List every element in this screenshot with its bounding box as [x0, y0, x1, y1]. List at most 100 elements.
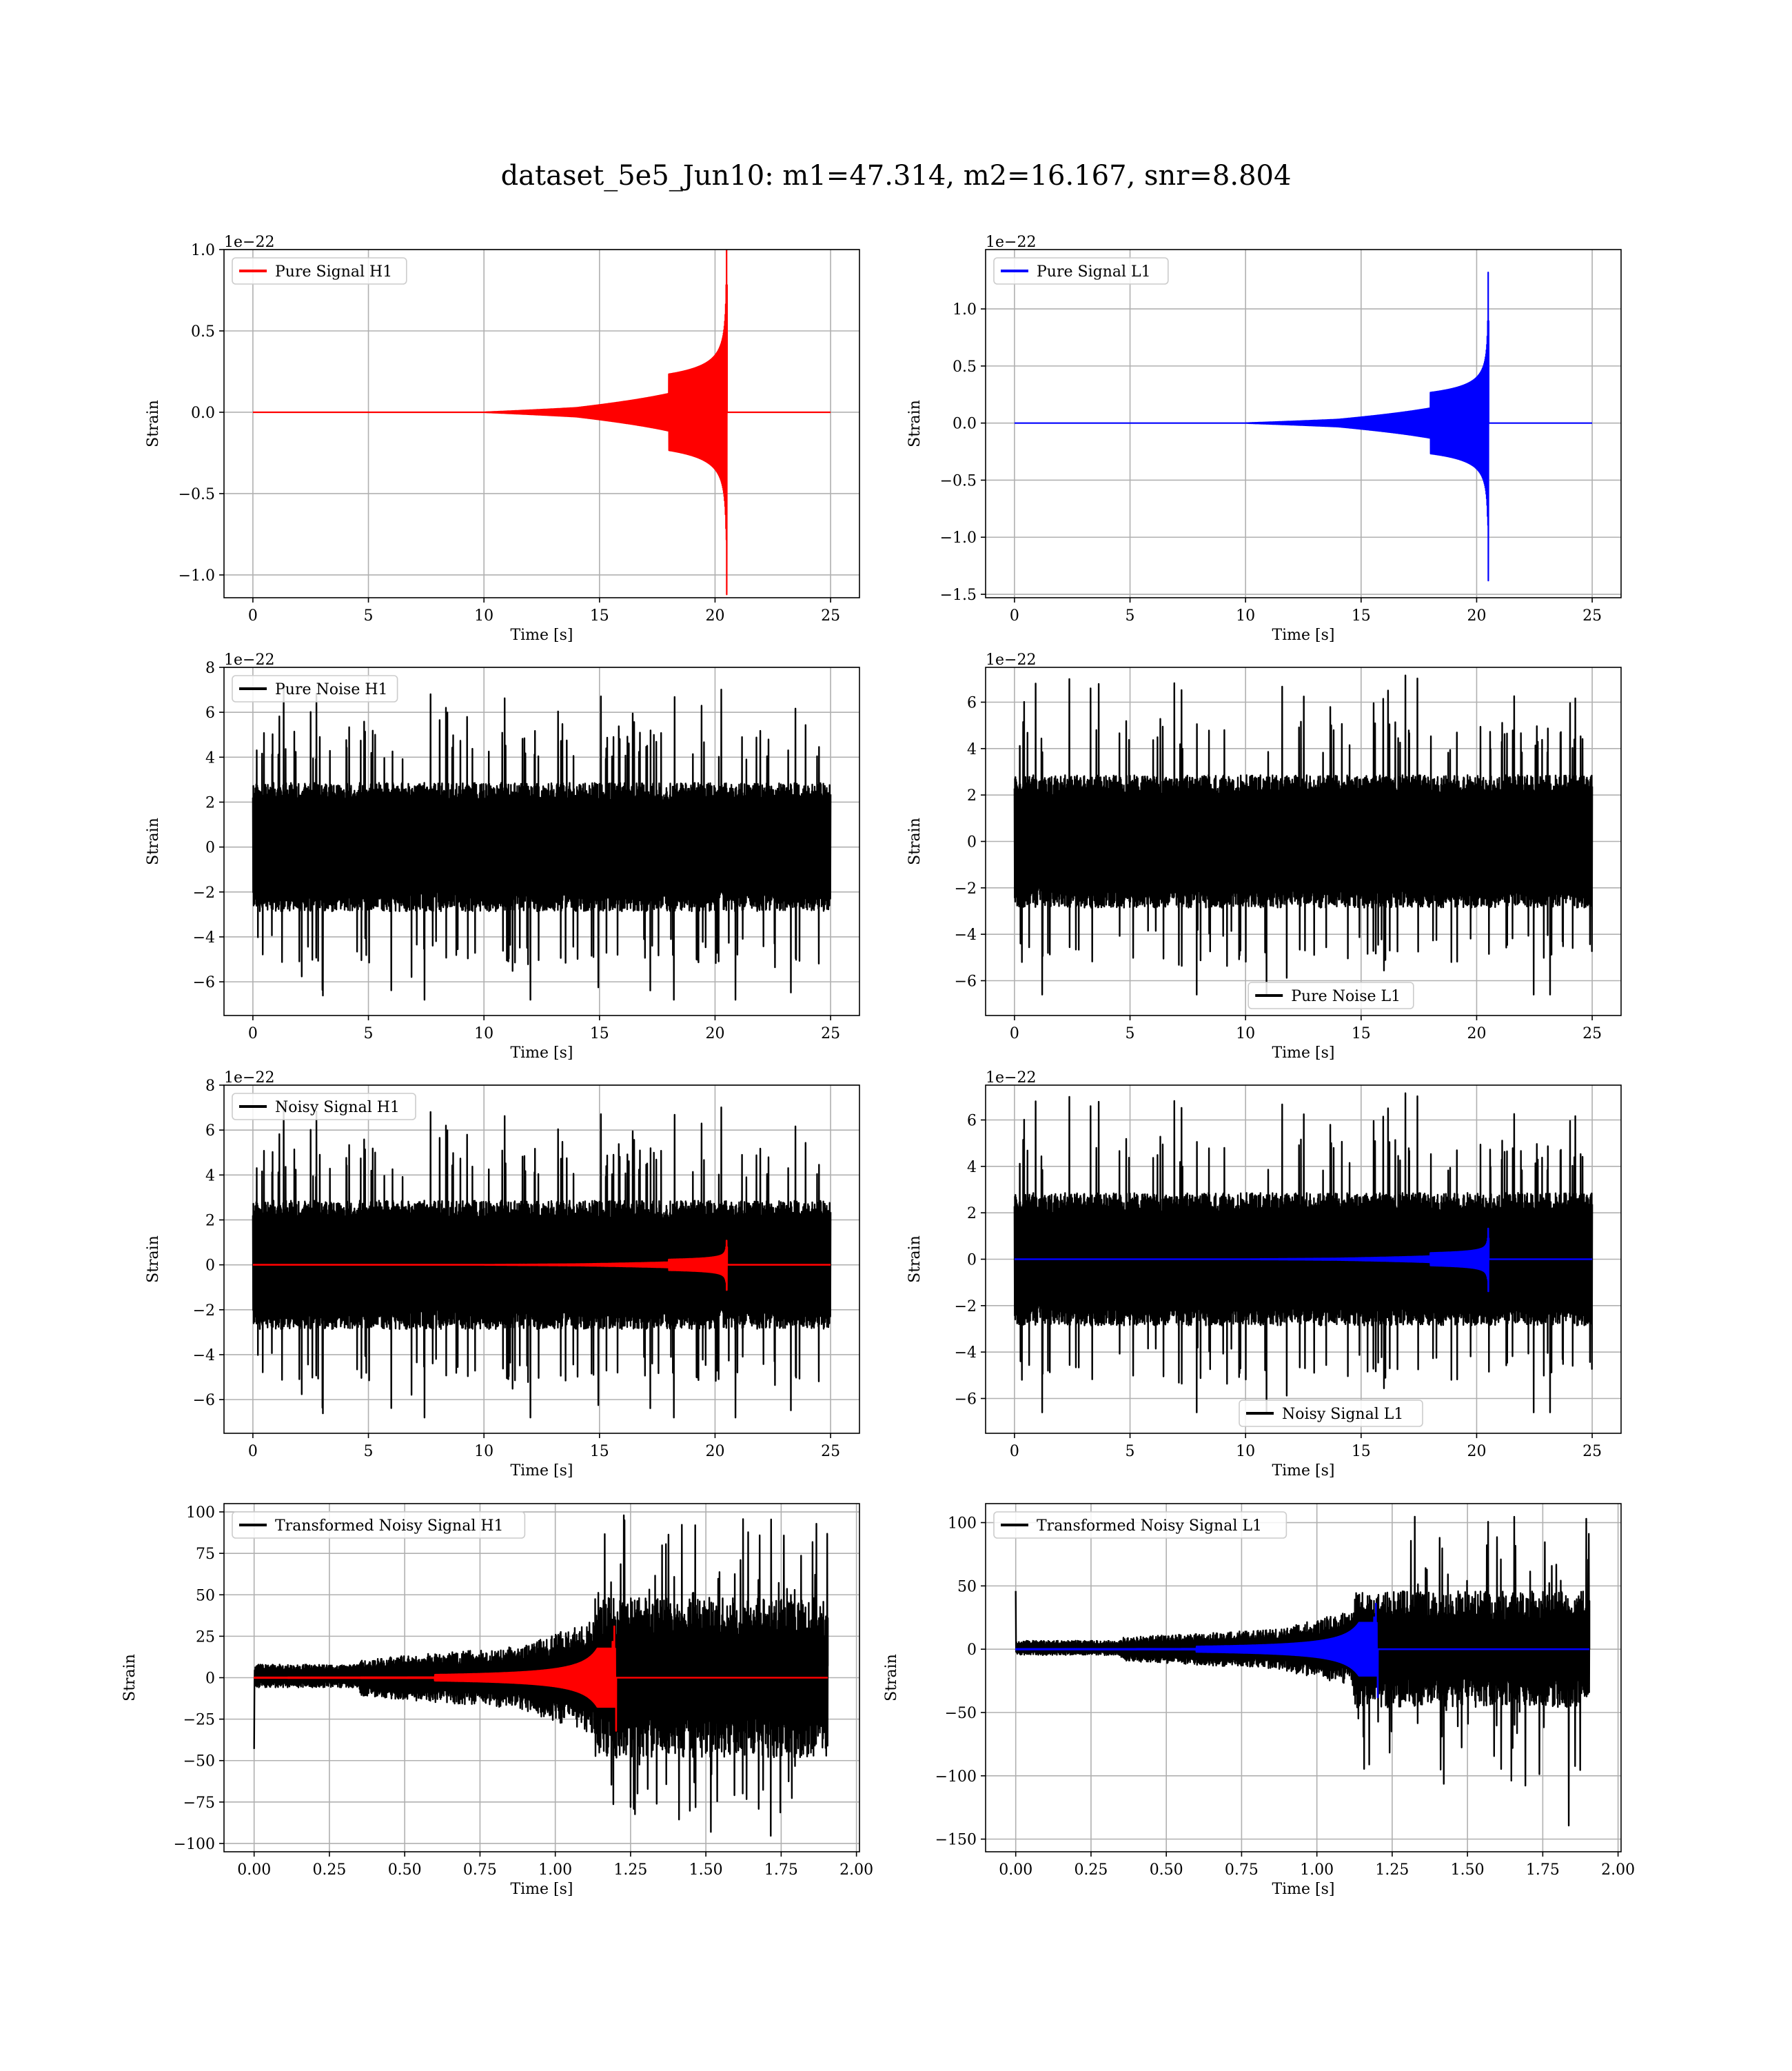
- offset-text: 1e−22: [986, 651, 1036, 669]
- x-tick-label: 15: [590, 1443, 609, 1460]
- legend: Pure Noise L1: [1248, 982, 1414, 1009]
- y-tick-label: −75: [183, 1795, 215, 1812]
- y-tick-label: 2: [205, 794, 215, 811]
- series-line-pure-signal-h1: [252, 250, 831, 596]
- y-tick-label: −100: [174, 1836, 215, 1853]
- y-tick-label: −0.5: [940, 472, 977, 489]
- x-tick-label: 1.50: [689, 1861, 723, 1879]
- series-group: [1013, 674, 1594, 996]
- y-tick-label: 1.0: [953, 301, 977, 319]
- x-tick-label: 5: [364, 1443, 374, 1460]
- legend: Pure Signal L1: [993, 257, 1169, 285]
- y-tick-label: 0: [205, 1257, 215, 1275]
- x-axis-label: Time [s]: [510, 1881, 573, 1898]
- y-tick-label: 6: [205, 705, 215, 722]
- y-tick-label: 0: [205, 840, 215, 857]
- y-tick-label: 8: [205, 660, 215, 677]
- series-line-pure-noise-l1: [1013, 674, 1594, 996]
- y-axis-label: Strain: [121, 1654, 139, 1701]
- y-tick-label: 0.0: [191, 405, 215, 422]
- y-tick-label: 0: [967, 834, 977, 851]
- series-group: [1014, 272, 1593, 582]
- offset-text: 1e−22: [224, 1069, 274, 1087]
- x-tick-label: 0: [248, 1443, 258, 1460]
- y-tick-label: 100: [948, 1515, 977, 1533]
- legend-frame: [232, 675, 398, 703]
- y-tick-label: −1.0: [940, 529, 977, 547]
- legend: Transformed Noisy Signal L1: [993, 1511, 1287, 1539]
- y-tick-label: 4: [967, 741, 977, 758]
- legend-frame: [232, 1093, 416, 1120]
- y-tick-label: 6: [967, 1113, 977, 1130]
- chart-transformed-noisy-signal-h1: 0.00 0.25 0.50 0.75 1.00 1.25 1.50 1.75 2.00 −100…: [121, 1503, 873, 1898]
- legend-frame: [1239, 1400, 1423, 1427]
- x-tick-label: 2.00: [1601, 1861, 1635, 1879]
- y-tick-label: 50: [196, 1587, 215, 1604]
- x-tick-label: 0.50: [1150, 1861, 1183, 1879]
- x-tick-label: 1.25: [613, 1861, 647, 1879]
- y-tick-label: 2: [967, 787, 977, 805]
- x-tick-label: 25: [821, 1025, 840, 1042]
- y-tick-label: −50: [183, 1753, 215, 1770]
- x-tick-label: 0.25: [312, 1861, 346, 1879]
- x-tick-label: 1.50: [1451, 1861, 1485, 1879]
- x-tick-label: 15: [1352, 1025, 1371, 1042]
- x-tick-label: 0.00: [237, 1861, 271, 1879]
- x-axis-label: Time [s]: [510, 1044, 573, 1062]
- y-tick-label: −2: [193, 1302, 215, 1320]
- legend-label: Transformed Noisy Signal L1: [1037, 1517, 1262, 1535]
- offset-text: 1e−22: [986, 1069, 1036, 1087]
- x-tick-label: 0.50: [388, 1861, 422, 1879]
- x-axis-label: Time [s]: [510, 627, 573, 644]
- y-tick-label: −4: [955, 927, 977, 944]
- series-group: [252, 1102, 832, 1419]
- series-line-tchirp-overlay: [253, 1625, 829, 1732]
- y-tick-label: −50: [945, 1705, 977, 1722]
- y-tick-label: 0: [967, 1641, 977, 1659]
- y-tick-label: −1.5: [940, 587, 977, 604]
- x-tick-label: 25: [1582, 607, 1602, 625]
- x-axis-label: Time [s]: [1272, 627, 1334, 644]
- y-tick-label: −4: [193, 929, 215, 947]
- y-tick-label: −0.5: [179, 486, 215, 503]
- x-tick-label: 0: [248, 607, 258, 625]
- legend: Noisy Signal H1: [232, 1093, 416, 1120]
- x-tick-label: 0.25: [1074, 1861, 1108, 1879]
- y-tick-label: −6: [193, 974, 215, 991]
- x-axis-label: Time [s]: [1272, 1881, 1334, 1898]
- x-axis-label: Time [s]: [1272, 1044, 1334, 1062]
- x-tick-label: 0: [248, 1025, 258, 1042]
- series-line-chirp-overlay: [1013, 1227, 1594, 1293]
- x-axis-label: Time [s]: [510, 1462, 573, 1479]
- figure-title: dataset_5e5_Jun10: m1=47.314, m2=16.167,…: [501, 160, 1292, 192]
- x-tick-label: 20: [705, 1443, 724, 1460]
- series-group: [252, 684, 832, 1001]
- x-tick-label: 15: [590, 1025, 609, 1042]
- axes-frame: [223, 667, 860, 1016]
- axes-frame: [223, 1084, 860, 1434]
- y-tick-label: −6: [955, 1391, 977, 1408]
- chart-pure-signal-h1: 0 5 10 15 20 25 −1.0 −0.5 0.0 0.5 1.0 Time [s] Strai…: [145, 234, 860, 644]
- y-tick-label: 8: [205, 1078, 215, 1095]
- x-tick-label: 1.25: [1375, 1861, 1409, 1879]
- chart-pure-signal-l1: 0 5 10 15 20 25 −1.5 −1.0 −0.5 0.0 0.5 1.0 Time [s] S…: [906, 234, 1622, 644]
- series-line-chirp-overlay: [252, 1240, 832, 1291]
- x-tick-label: 20: [705, 1025, 724, 1042]
- y-tick-label: 25: [196, 1628, 215, 1646]
- x-tick-label: 1.00: [1300, 1861, 1334, 1879]
- y-tick-label: −4: [955, 1344, 977, 1362]
- x-tick-label: 5: [364, 607, 374, 625]
- x-tick-label: 10: [1236, 1025, 1255, 1042]
- legend-label: Pure Noise L1: [1291, 988, 1401, 1005]
- x-tick-label: 0.00: [999, 1861, 1032, 1879]
- y-tick-label: −2: [955, 880, 977, 898]
- legend: Noisy Signal L1: [1239, 1400, 1423, 1427]
- y-tick-label: 4: [205, 1167, 215, 1184]
- legend-frame: [993, 257, 1169, 285]
- y-tick-label: 0.0: [953, 416, 977, 433]
- legend-label: Pure Signal L1: [1037, 263, 1151, 281]
- x-tick-label: 10: [1236, 1443, 1255, 1460]
- legend-frame: [1248, 982, 1414, 1009]
- legend-frame: [232, 257, 407, 285]
- y-tick-label: 0.5: [191, 323, 215, 341]
